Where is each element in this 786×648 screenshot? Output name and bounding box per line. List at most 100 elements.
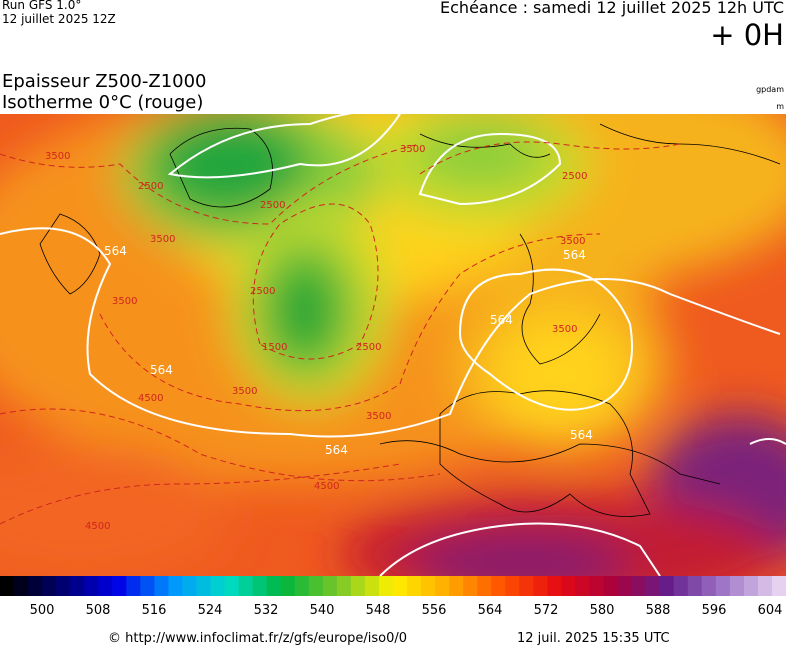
contour-label: 2500: [250, 286, 275, 297]
colorbar-swatch: [743, 576, 759, 596]
colorbar-swatch: [196, 576, 212, 596]
colorbar-swatch: [715, 576, 731, 596]
contour-label: 564: [570, 428, 593, 442]
colorbar-label: 596: [702, 603, 727, 616]
colorbar-label: 572: [534, 603, 559, 616]
title-line2: Isotherme 0°C (rouge): [2, 92, 204, 113]
colorbar-label: 556: [422, 603, 447, 616]
colorbar-swatch: [182, 576, 197, 596]
contour-label: 3500: [150, 234, 175, 245]
title-line1: Epaisseur Z500-Z1000: [2, 71, 207, 92]
colorbar-label: 516: [142, 603, 167, 616]
isotherm-contours: [0, 141, 681, 525]
thickness-contours: [0, 114, 786, 576]
colorbar-label: 564: [478, 603, 503, 616]
colorbar-swatch: [589, 576, 605, 596]
colorbar-swatch: [14, 576, 29, 596]
contour-label: 2500: [562, 171, 587, 182]
colorbar-swatch: [393, 576, 408, 596]
contour-label: 2500: [138, 181, 163, 192]
map: 564 564 564 564 564 564 3500 2500 2500 3…: [0, 114, 786, 576]
contour-label: 564: [150, 363, 173, 377]
colorbar-swatch: [463, 576, 478, 596]
lead-time: + 0H: [710, 18, 784, 52]
run-date: 12 juillet 2025 12Z: [2, 12, 116, 26]
colorbar-swatch: [617, 576, 633, 596]
run-label: Run GFS 1.0°: [2, 0, 82, 12]
contour-label: 3500: [232, 386, 257, 397]
colorbar-label: 532: [254, 603, 279, 616]
colorbar-swatch: [378, 576, 394, 596]
colorbar-swatch: [575, 576, 590, 596]
source-link: © http://www.infoclimat.fr/z/gfs/europe/…: [108, 631, 408, 646]
colorbar-swatch: [322, 576, 338, 596]
contour-label: 2500: [356, 342, 381, 353]
colorbar-swatch: [98, 576, 113, 596]
colorbar-swatch: [561, 576, 576, 596]
thickness-field: [0, 114, 786, 576]
colorbar-swatch: [42, 576, 57, 596]
contour-label: 3500: [112, 296, 137, 307]
colorbar-swatch: [477, 576, 492, 596]
colorbar-swatch: [673, 576, 689, 596]
contour-label: 3500: [552, 324, 577, 335]
colorbar-swatch: [210, 576, 226, 596]
colorbar-swatch: [294, 576, 310, 596]
contour-label: 2500: [260, 200, 285, 211]
colorbar-swatch: [84, 576, 99, 596]
colorbar-label: 548: [366, 603, 391, 616]
colorbar-swatch: [407, 576, 422, 596]
colorbar-label: 540: [310, 603, 335, 616]
colorbar-swatch: [435, 576, 450, 596]
colorbar-label: 524: [198, 603, 223, 616]
colorbar-swatch: [701, 576, 717, 596]
generated-time: 12 juil. 2025 15:35 UTC: [517, 631, 670, 646]
forecast-time: Echéance : samedi 12 juillet 2025 12h UT…: [440, 0, 784, 17]
contour-label: 4500: [85, 521, 110, 532]
colorbar-swatch: [168, 576, 183, 596]
contour-label: 3500: [400, 144, 425, 155]
colorbar-swatch: [238, 576, 254, 596]
colorbar-label: 508: [86, 603, 111, 616]
colorbar: 500 508 516 524 532 540 548 556 564 572 580 588 596 6…: [0, 576, 786, 616]
colorbar-swatch: [519, 576, 534, 596]
colorbar-swatch: [421, 576, 436, 596]
unit-thickness: gpdam: [756, 85, 784, 94]
colorbar-swatch: [547, 576, 562, 596]
contour-label: 564: [490, 313, 513, 327]
colorbar-swatch: [505, 576, 520, 596]
colorbar-swatch: [56, 576, 71, 596]
colorbar-swatch: [449, 576, 464, 596]
colorbar-label: 500: [30, 603, 55, 616]
contour-label: 4500: [314, 481, 339, 492]
colorbar-swatch: [126, 576, 141, 596]
colorbar-swatch: [112, 576, 127, 596]
contour-labels: 564 564 564 564 564 564 3500 2500 2500 3…: [45, 144, 593, 532]
contour-label: 564: [563, 248, 586, 262]
colorbar-swatch: [252, 576, 268, 596]
contour-label: 564: [325, 443, 348, 457]
contour-label: 1500: [262, 342, 287, 353]
colorbar-swatch: [224, 576, 240, 596]
colorbar-label: 604: [758, 603, 783, 616]
colorbar-swatch: [631, 576, 647, 596]
colorbar-swatch: [659, 576, 675, 596]
contour-label: 4500: [138, 393, 163, 404]
colorbar-swatch: [280, 576, 296, 596]
colorbar-swatch: [28, 576, 43, 596]
contour-label: 3500: [366, 411, 391, 422]
colorbar-swatch: [687, 576, 703, 596]
colorbar-swatch: [757, 576, 773, 596]
colorbar-swatch: [645, 576, 661, 596]
contour-label: 3500: [560, 236, 585, 247]
colorbar-swatch: [154, 576, 169, 596]
contour-label: 3500: [45, 151, 70, 162]
colorbar-swatch: [0, 576, 15, 596]
colorbar-swatch: [729, 576, 745, 596]
colorbar-swatch: [70, 576, 85, 596]
colorbar-swatch: [336, 576, 352, 596]
colorbar-label: 588: [646, 603, 671, 616]
colorbar-label: 580: [590, 603, 615, 616]
colorbar-swatch: [350, 576, 366, 596]
